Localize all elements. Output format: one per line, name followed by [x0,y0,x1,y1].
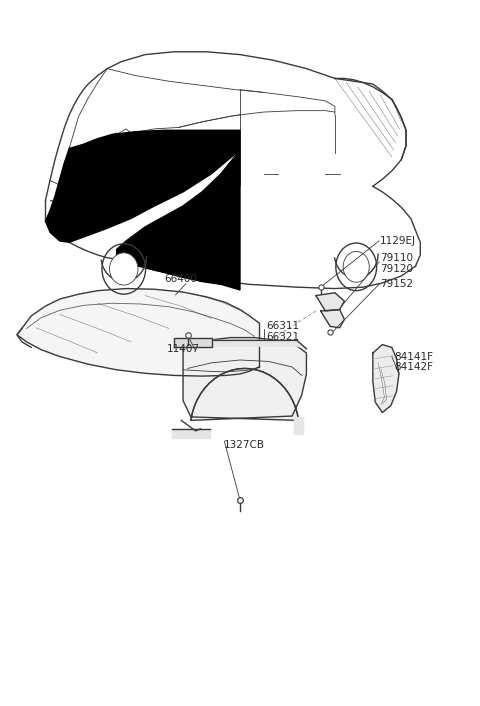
Text: 66321: 66321 [266,332,299,342]
Text: 79110: 79110 [380,253,413,263]
Text: 1327CB: 1327CB [223,441,264,450]
Text: 84141F: 84141F [394,352,433,361]
Polygon shape [172,429,210,438]
Text: 66400: 66400 [164,275,197,285]
Polygon shape [321,309,344,328]
Text: 66311: 66311 [266,321,299,331]
Text: 79152: 79152 [380,280,413,289]
Polygon shape [174,338,212,347]
Polygon shape [373,345,399,412]
Text: 1129EJ: 1129EJ [380,236,416,246]
Text: 79120: 79120 [380,264,413,274]
Text: 84142F: 84142F [394,362,433,372]
Polygon shape [294,417,303,434]
Ellipse shape [343,251,369,282]
Polygon shape [17,289,259,376]
Polygon shape [183,337,306,420]
Polygon shape [117,150,240,290]
Polygon shape [183,340,306,349]
Polygon shape [316,293,344,311]
Polygon shape [46,131,240,242]
Ellipse shape [109,253,138,285]
Text: 11407: 11407 [167,345,200,354]
